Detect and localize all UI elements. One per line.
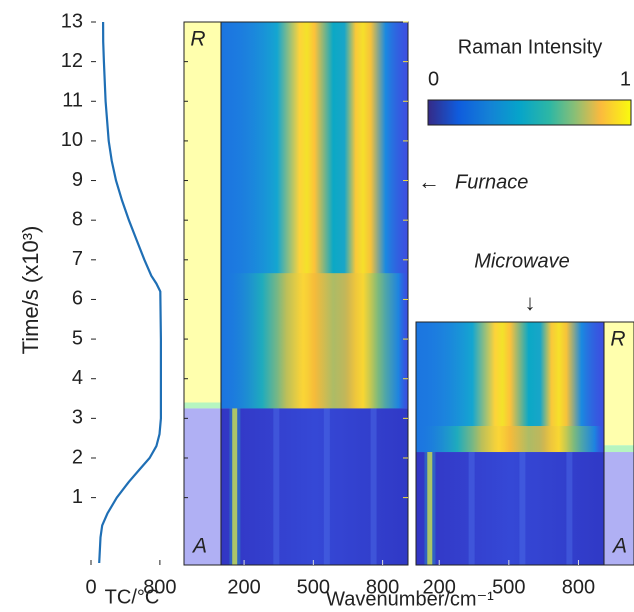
y-tick-label: 10 bbox=[61, 129, 83, 151]
heat-stripe bbox=[468, 452, 475, 565]
x-axis-label: TC/°C bbox=[105, 586, 160, 608]
x-tick-label: 500 bbox=[297, 576, 330, 598]
phase-band bbox=[184, 402, 221, 409]
y-tick-label: 11 bbox=[62, 90, 83, 112]
y-tick-label: 12 bbox=[61, 50, 83, 72]
heat-stripe bbox=[566, 452, 573, 565]
heatmap-image bbox=[221, 22, 408, 565]
y-tick-label: 1 bbox=[72, 486, 83, 508]
heat-line-halo bbox=[424, 452, 436, 565]
y-tick-label: 8 bbox=[72, 208, 83, 230]
heat-line bbox=[427, 452, 433, 565]
y-axis-label: Time/s (x10³) bbox=[18, 226, 43, 355]
heat-frame bbox=[220, 21, 409, 566]
heat-stripe bbox=[273, 408, 280, 565]
y-tick-label: 4 bbox=[72, 367, 83, 389]
annotation: Furnace bbox=[455, 171, 528, 193]
heat-bg-a bbox=[416, 452, 604, 565]
heat-line bbox=[232, 408, 238, 565]
y-tick-label: 7 bbox=[72, 248, 83, 270]
tc-line bbox=[98, 21, 162, 564]
phase-band bbox=[604, 445, 634, 453]
x-axis-label: Wavenumber/cm⁻¹ bbox=[326, 588, 494, 610]
heatmap-image bbox=[416, 322, 604, 565]
annotation: Microwave bbox=[474, 250, 570, 272]
y-tick-label: 13 bbox=[61, 10, 83, 32]
annotation-arrow: ↓ bbox=[525, 290, 536, 315]
phase-band bbox=[604, 322, 634, 446]
heat-stripe bbox=[323, 408, 330, 565]
x-tick-label: 0 bbox=[85, 576, 96, 598]
phase-band bbox=[604, 452, 634, 565]
annotation-arrow: ← bbox=[418, 169, 440, 194]
y-tick-label: 2 bbox=[72, 446, 83, 468]
phase-label: R bbox=[190, 28, 205, 51]
x-tick-label: 800 bbox=[366, 576, 399, 598]
phase-band bbox=[184, 408, 221, 565]
colorbar-title: Raman Intensity bbox=[458, 36, 603, 58]
colorbar-tick-label: 1 bbox=[620, 68, 631, 90]
heat-stripe bbox=[370, 408, 377, 565]
y-tick-label: 3 bbox=[72, 407, 83, 429]
phase-label: A bbox=[191, 535, 207, 558]
x-tick-label: 200 bbox=[227, 576, 260, 598]
heat-peaks-wide bbox=[416, 426, 604, 453]
y-tick-label: 9 bbox=[72, 169, 83, 191]
phase-label: A bbox=[611, 535, 627, 558]
heat-frame bbox=[415, 321, 605, 566]
x-tick-label: 500 bbox=[492, 576, 525, 598]
x-tick-label: 800 bbox=[143, 576, 176, 598]
colorbar-tick-label: 0 bbox=[428, 68, 439, 90]
heat-bg-a bbox=[221, 408, 408, 565]
heat-stripe bbox=[519, 452, 526, 565]
heat-peaks-wide bbox=[221, 273, 408, 409]
heat-line-halo bbox=[229, 408, 241, 565]
y-tick-label: 6 bbox=[72, 288, 83, 310]
x-tick-label: 200 bbox=[423, 576, 456, 598]
x-tick-label: 800 bbox=[562, 576, 595, 598]
colorbar bbox=[427, 99, 632, 126]
phase-band bbox=[184, 22, 221, 403]
phase-label: R bbox=[610, 328, 625, 351]
y-tick-label: 5 bbox=[72, 327, 83, 349]
